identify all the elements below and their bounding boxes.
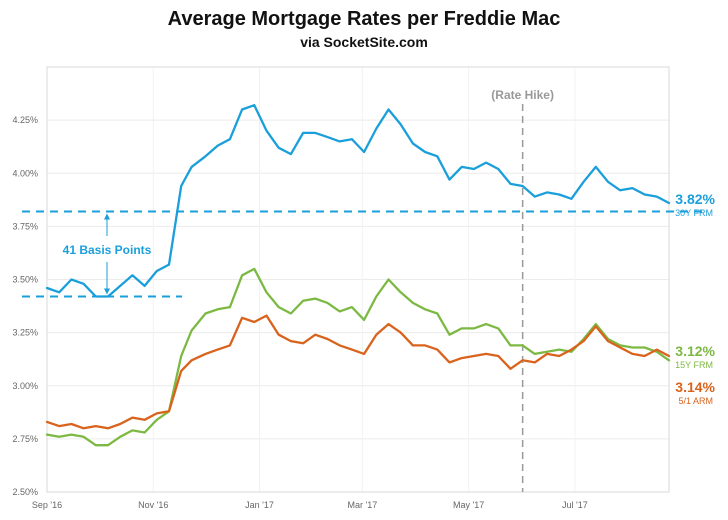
- x-tick-label: Nov '16: [138, 500, 168, 510]
- x-tick-label: Jan '17: [245, 500, 274, 510]
- basis-points-label: 41 Basis Points: [63, 243, 152, 257]
- y-tick-label: 3.75%: [12, 221, 38, 231]
- end-labels: 3.82%30Y FRM 3.12%15Y FRM 3.14%5/1 ARM: [675, 191, 715, 406]
- basis-arrow-down-head: [104, 288, 110, 295]
- y-tick-label: 4.00%: [12, 168, 38, 178]
- end-label-value: 3.14%: [675, 379, 715, 395]
- end-label-value: 3.12%: [675, 343, 715, 359]
- series-line-5-1-arm: [45, 314, 671, 430]
- series-line-30y-frm: [45, 104, 671, 298]
- y-tick-label: 3.50%: [12, 275, 38, 285]
- basis-arrow-up-head: [104, 213, 110, 220]
- chart-title: Average Mortgage Rates per Freddie Mac: [167, 8, 561, 30]
- series-line-15y-frm: [45, 267, 671, 447]
- x-tick-label: Mar '17: [347, 500, 377, 510]
- x-axis-ticks: Sep '16 Nov '16 Jan '17 Mar '17 May '17 Jul '…: [32, 500, 588, 510]
- y-axis-ticks: 2.50% 2.75% 3.00% 3.25% 3.50% 3.75% 4.00% 4.25%: [12, 115, 38, 497]
- y-tick-label: 3.25%: [12, 328, 38, 338]
- series-lines: [45, 104, 671, 447]
- annotations: (Rate Hike) 41 Basis Points: [22, 88, 708, 492]
- x-tick-label: Jul '17: [562, 500, 588, 510]
- end-label-name: 30Y FRM: [675, 208, 713, 218]
- rate-hike-label: (Rate Hike): [491, 88, 554, 102]
- y-tick-label: 2.50%: [12, 487, 38, 497]
- y-tick-label: 4.25%: [12, 115, 38, 125]
- gridlines: [46, 67, 669, 493]
- end-label-value: 3.82%: [675, 191, 715, 207]
- x-tick-label: May '17: [453, 500, 484, 510]
- end-label-name: 15Y FRM: [675, 360, 713, 370]
- end-label-name: 5/1 ARM: [678, 396, 713, 406]
- plot-area-border: [46, 66, 670, 493]
- y-tick-label: 2.75%: [12, 434, 38, 444]
- x-tick-label: Sep '16: [32, 500, 62, 510]
- y-tick-label: 3.00%: [12, 381, 38, 391]
- chart-subtitle: via SocketSite.com: [300, 34, 428, 50]
